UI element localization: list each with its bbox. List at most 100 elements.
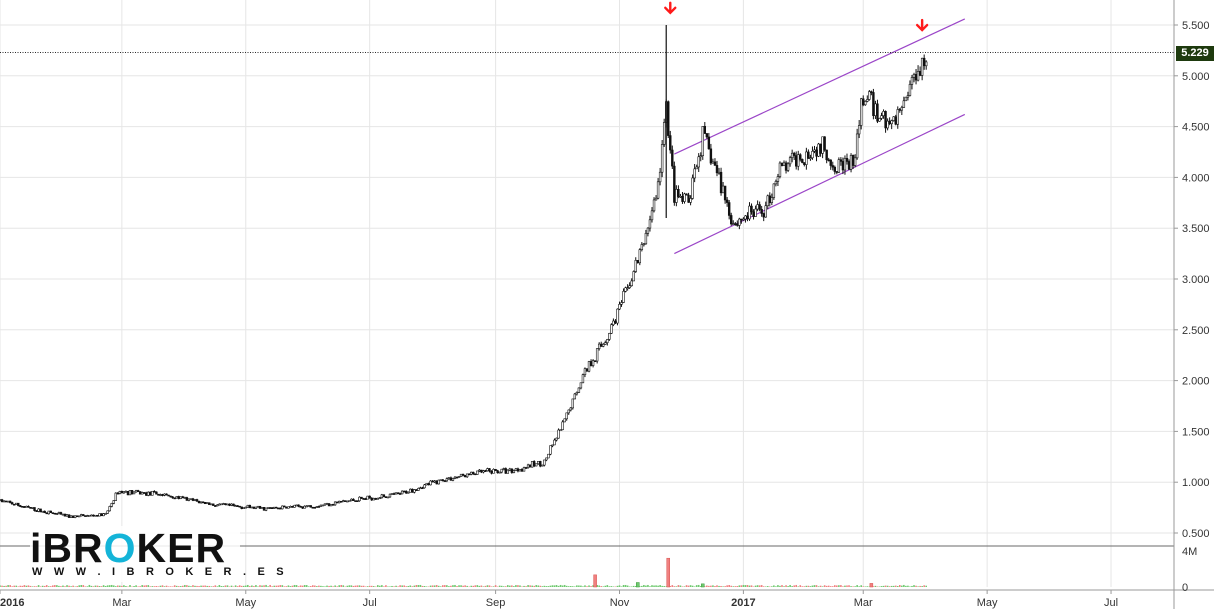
candle-body xyxy=(155,491,158,495)
volume-bar xyxy=(21,585,24,587)
volume-bar xyxy=(610,586,613,587)
candle-body xyxy=(163,493,166,496)
volume-bar xyxy=(314,585,316,587)
volume-bar xyxy=(104,585,107,587)
candle-body xyxy=(849,155,853,170)
volume-bar xyxy=(823,585,826,587)
volume-bar xyxy=(803,586,806,587)
candle-body xyxy=(317,506,321,508)
candle-body xyxy=(862,98,865,106)
volume-bar xyxy=(775,586,777,587)
candle-body xyxy=(370,497,373,501)
volume-bar xyxy=(251,585,253,587)
volume-bar xyxy=(421,585,424,587)
volume-bar xyxy=(364,586,367,587)
volume-bar xyxy=(492,586,495,587)
volume-bar xyxy=(338,585,341,587)
price-axis[interactable]: 5.500 5.000 4.500 4.000 3.500 3.000 2.500 2.000… xyxy=(1174,20,1210,540)
candle-body xyxy=(916,71,920,81)
volume-bar xyxy=(748,585,751,587)
volume-bar xyxy=(813,585,816,587)
volume-bar xyxy=(882,585,885,587)
candle-body xyxy=(697,156,700,168)
candle-body xyxy=(742,218,745,221)
volume-bar xyxy=(62,585,64,587)
candle-body xyxy=(543,459,546,466)
volume-bar xyxy=(917,586,919,587)
volume-bar xyxy=(354,585,357,587)
candle-body xyxy=(636,260,639,264)
volume-bar xyxy=(903,584,905,587)
volume-bar xyxy=(17,586,20,587)
volume-bar xyxy=(159,585,162,587)
candle-body xyxy=(425,483,428,486)
volume-bar xyxy=(693,586,696,587)
volume-bar xyxy=(454,584,456,587)
candle-body xyxy=(0,499,4,502)
candle-body xyxy=(189,498,193,501)
volume-bar xyxy=(125,586,127,587)
volume-bar xyxy=(578,585,580,587)
candle-body xyxy=(608,333,611,340)
volume-bar xyxy=(876,586,879,587)
volume-bar xyxy=(147,585,150,587)
volume-bar xyxy=(561,585,564,587)
candle-body xyxy=(153,490,156,493)
candle-body xyxy=(575,392,579,395)
candle-body xyxy=(524,467,528,469)
volume-bar xyxy=(486,585,489,587)
volume-bar xyxy=(482,586,485,587)
candle-body xyxy=(346,500,349,503)
volume-bar xyxy=(720,585,722,587)
x-tick-label: Mar xyxy=(112,597,131,609)
candle-body xyxy=(132,491,136,495)
volume-bar xyxy=(360,585,363,587)
volume-bar xyxy=(506,585,509,587)
candle-body xyxy=(311,506,314,509)
volume-bar xyxy=(795,584,798,587)
volume-bar xyxy=(49,586,52,587)
volume-bar xyxy=(289,586,292,587)
candle-body xyxy=(685,193,688,196)
volume-bar xyxy=(531,585,533,587)
candle-body xyxy=(301,506,304,509)
volume-bar xyxy=(212,586,215,587)
volume-bar xyxy=(484,585,487,587)
candle-body xyxy=(130,490,134,495)
candle-body xyxy=(624,287,627,292)
volume-bar xyxy=(171,586,174,587)
volume-bar xyxy=(622,584,625,587)
candle-body xyxy=(4,500,8,503)
volume-bar xyxy=(639,586,641,587)
volume-bar xyxy=(334,585,336,587)
candle-body xyxy=(2,500,6,503)
candle-body xyxy=(268,507,272,509)
candle-body xyxy=(360,496,363,499)
volume-bar xyxy=(106,585,109,587)
candle-body xyxy=(364,498,367,500)
candle-body xyxy=(591,360,595,366)
candle-body xyxy=(732,223,735,225)
candle-body xyxy=(642,243,646,246)
candle-body xyxy=(402,490,406,493)
volume-bar xyxy=(626,585,629,587)
candle-body xyxy=(112,500,115,504)
volume-bar xyxy=(163,586,166,587)
candle-body xyxy=(88,514,91,517)
time-axis[interactable]: 2016 Mar May Jul Sep Nov 2017 Mar May Jul xyxy=(0,590,1118,609)
volume-bar xyxy=(545,586,548,587)
volume-bar xyxy=(350,585,353,587)
volume-bar xyxy=(452,585,454,587)
candle-body xyxy=(715,165,719,174)
volume-bar xyxy=(886,585,889,587)
volume-bar xyxy=(236,586,239,587)
volume-bar xyxy=(102,585,105,587)
volume-bar xyxy=(133,586,135,587)
volume-bar xyxy=(291,585,294,587)
volume-bar xyxy=(52,585,54,587)
candle-body xyxy=(811,150,814,159)
volume-bar xyxy=(326,585,328,587)
candle-body xyxy=(147,491,150,496)
volume-bar xyxy=(255,585,257,587)
